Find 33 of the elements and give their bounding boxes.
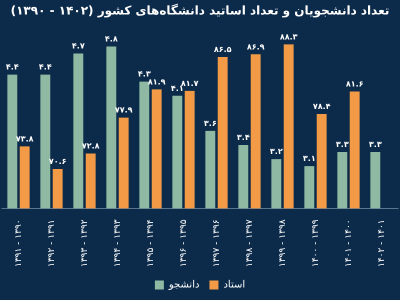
x-tick-label: ۱۳۹۸ - ۱۳۹۷ [244, 219, 255, 268]
x-tick-label: ۱۳۹۶ - ۱۳۹۵ [178, 219, 189, 268]
data-label: ۸۶.۵ [214, 45, 232, 54]
data-label: ۸۸.۳ [280, 32, 298, 42]
x-tick-label: ۱۳۹۵ - ۱۳۹۴ [146, 219, 156, 268]
x-tick-label: ۱۳۹۴ - ۱۳۹۳ [112, 219, 123, 268]
data-label: ۴.۸ [104, 34, 118, 44]
data-label: ۴.۳ [138, 70, 151, 79]
x-tick-label: ۱۳۹۱ - ۱۳۹۰ [14, 219, 24, 268]
data-label: ۸۱.۷ [180, 78, 199, 88]
legend-label: دانشجو [168, 280, 200, 291]
data-label: ۴.۴ [6, 62, 19, 72]
data-label: ۴.۴ [38, 62, 52, 72]
chart-title: تعداد دانشجویان و تعداد اساتید دانشگاه‌های کشور (۱۴۰۲ - ۱۳۹۰) [10, 3, 390, 18]
x-tick-label: ۱۳۹۳ - ۱۳۹۲ [80, 219, 90, 268]
data-label: ۸۱.۶ [346, 80, 364, 89]
x-tick-label: ۱۳۹۷ - ۱۳۹۶ [212, 219, 222, 268]
x-tick-label: ۱۴۰۰ - ۱۳۹۹ [310, 219, 321, 268]
data-label: ۳.۱ [302, 154, 316, 164]
data-label: ۳.۲ [270, 147, 283, 156]
data-label: ۳.۳ [336, 140, 349, 150]
data-label: ۳.۴ [236, 133, 250, 142]
data-label: ۸۶.۹ [246, 42, 265, 52]
data-label: ۴.۷ [72, 42, 85, 51]
data-label: ۷۸.۴ [312, 102, 331, 112]
data-label: ۳.۶ [204, 119, 217, 128]
x-tick-label: ۱۳۹۲ - ۱۳۹۱ [46, 219, 57, 268]
data-label: ۸۱.۹ [148, 77, 166, 86]
x-tick-label: ۱۴۰۱ - ۱۴۰۰ [344, 219, 354, 268]
x-tick-label: ۱۳۹۹ - ۱۳۹۸ [278, 219, 288, 268]
data-label: ۳.۳ [368, 140, 382, 150]
x-tick-label: ۱۴۰۲ - ۱۴۰۱ [376, 219, 387, 268]
legend-label: استاد [223, 280, 246, 291]
